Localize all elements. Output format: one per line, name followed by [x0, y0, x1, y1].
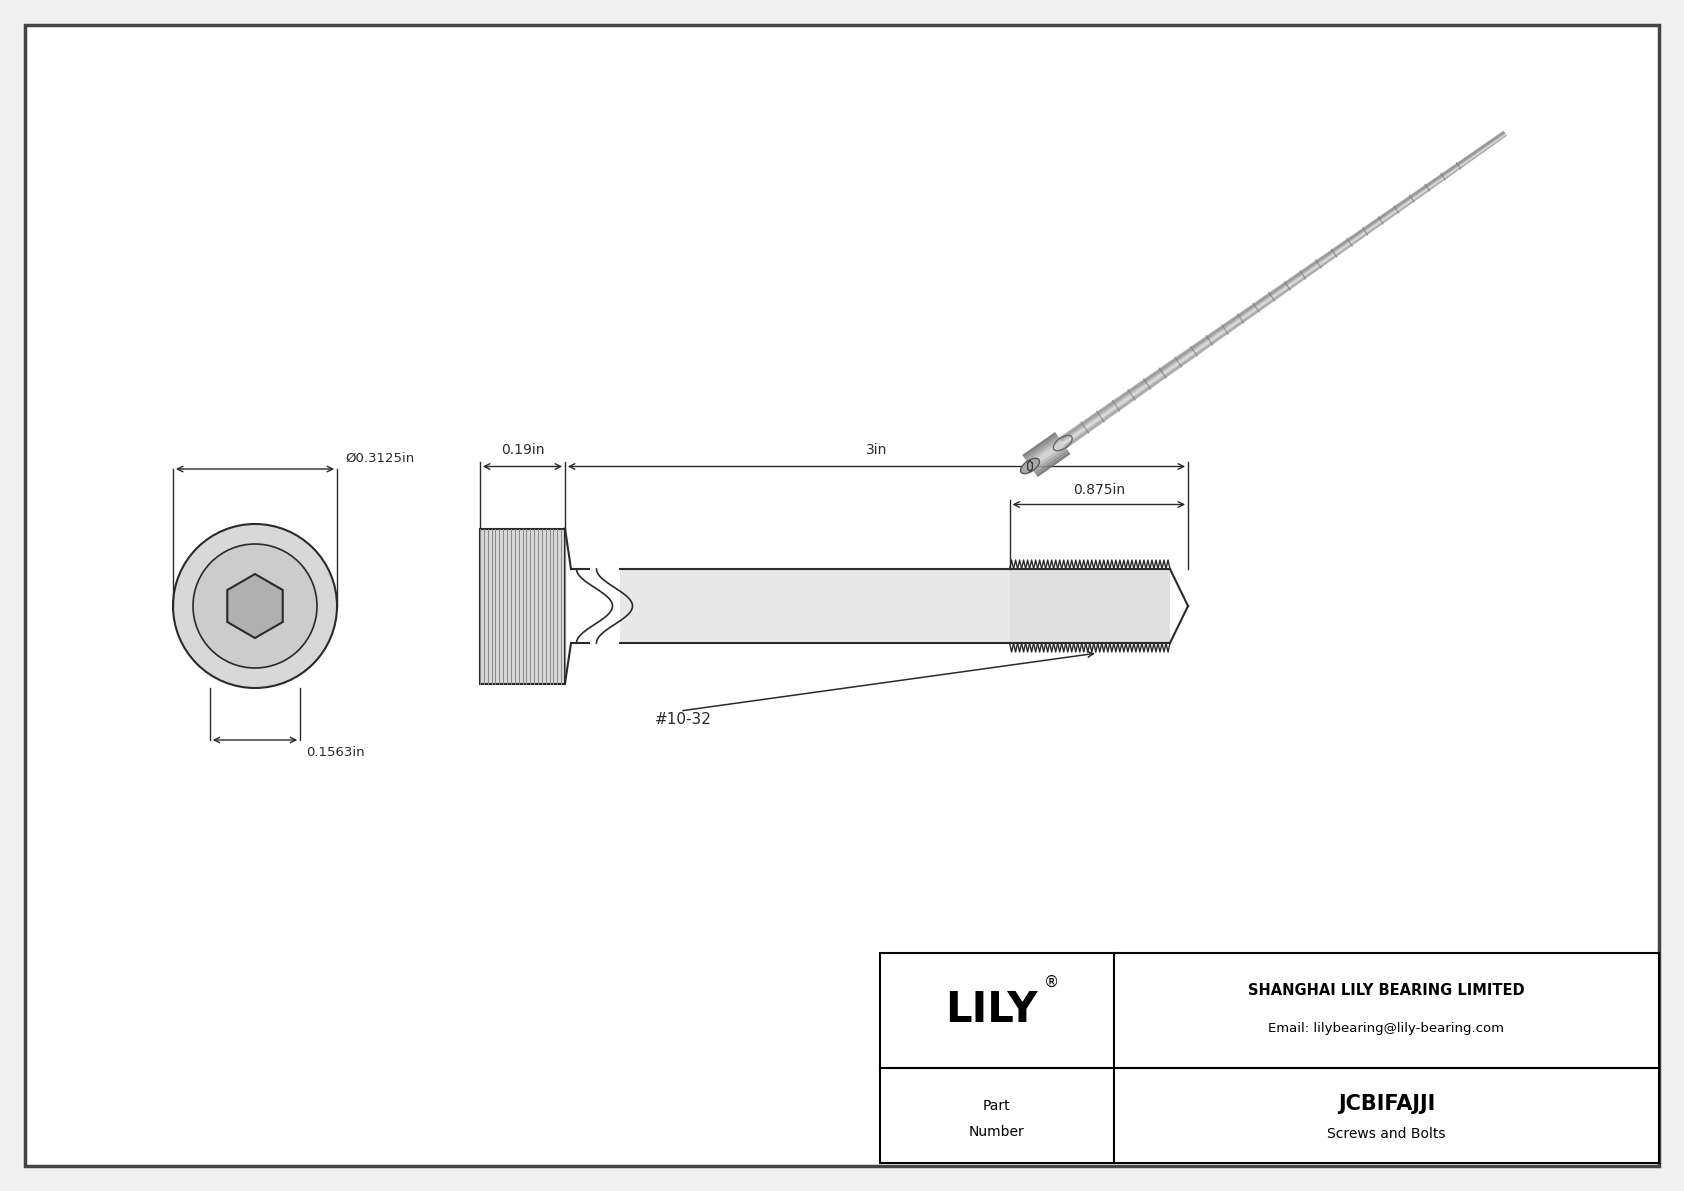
- Text: Part: Part: [983, 1098, 1010, 1112]
- Text: 3in: 3in: [866, 443, 887, 456]
- Bar: [1010, 569, 1170, 643]
- Text: LILY: LILY: [946, 990, 1037, 1031]
- Text: SHANGHAI LILY BEARING LIMITED: SHANGHAI LILY BEARING LIMITED: [1248, 983, 1524, 998]
- Bar: [881, 953, 1659, 1162]
- Circle shape: [173, 524, 337, 688]
- Text: 0.1563in: 0.1563in: [306, 746, 365, 759]
- Text: 0.875in: 0.875in: [1073, 482, 1125, 497]
- Polygon shape: [227, 574, 283, 638]
- Text: Ø0.3125in: Ø0.3125in: [345, 453, 414, 464]
- Circle shape: [194, 544, 317, 668]
- Bar: [480, 529, 566, 684]
- Text: #10-32: #10-32: [655, 711, 712, 727]
- Ellipse shape: [1021, 459, 1039, 474]
- Text: Screws and Bolts: Screws and Bolts: [1327, 1127, 1445, 1141]
- Text: Number: Number: [968, 1124, 1026, 1139]
- Text: ®: ®: [1044, 975, 1059, 990]
- Bar: [620, 569, 1010, 643]
- Text: JCBIFAJJI: JCBIFAJJI: [1337, 1093, 1435, 1114]
- Text: 0.19in: 0.19in: [500, 443, 544, 456]
- Text: Email: lilybearing@lily-bearing.com: Email: lilybearing@lily-bearing.com: [1268, 1022, 1504, 1035]
